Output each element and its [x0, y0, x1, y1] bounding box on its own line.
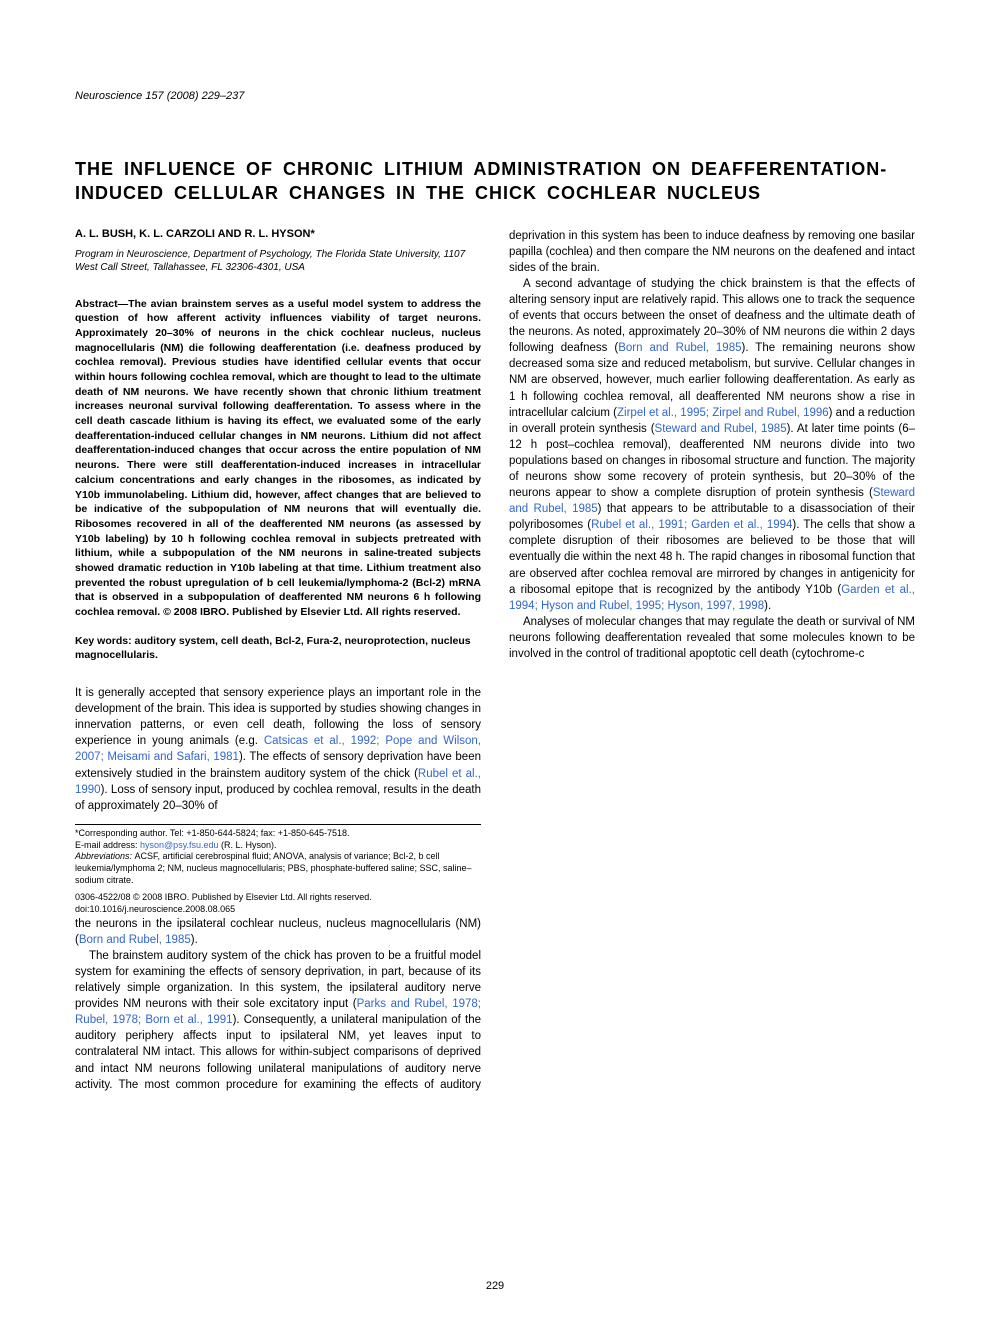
email-line: E-mail address: hyson@psy.fsu.edu (R. L.…: [75, 840, 481, 852]
corresponding-author-note: *Corresponding author. Tel: +1-850-644-5…: [75, 828, 481, 840]
copyright-block: 0306-4522/08 © 2008 IBRO. Published by E…: [75, 892, 481, 915]
affiliation: Program in Neuroscience, Department of P…: [75, 248, 481, 275]
text: Analyses of molecular changes that may r…: [509, 616, 915, 660]
keywords: Key words: auditory system, cell death, …: [75, 634, 481, 663]
abbrev-label: Abbreviations:: [75, 851, 135, 861]
abbrev-text: ACSF, artificial cerebrospinal fluid; AN…: [75, 851, 472, 884]
article-title: THE INFLUENCE OF CHRONIC LITHIUM ADMINIS…: [75, 157, 915, 206]
footnotes: *Corresponding author. Tel: +1-850-644-5…: [75, 824, 481, 886]
text: ). Loss of sensory input, produced by co…: [75, 784, 481, 812]
abstract: Abstract—The avian brainstem serves as a…: [75, 297, 481, 620]
email-tail: (R. L. Hyson).: [219, 840, 277, 850]
intro-paragraph-1a: It is generally accepted that sensory ex…: [75, 685, 481, 814]
two-column-body: A. L. BUSH, K. L. CARZOLI AND R. L. HYSO…: [75, 228, 915, 1108]
citation-link[interactable]: Born and Rubel, 1985: [618, 342, 741, 354]
abbreviations-note: Abbreviations: ACSF, artificial cerebros…: [75, 851, 481, 886]
text: ).: [764, 600, 771, 612]
intro-paragraph-4: Analyses of molecular changes that may r…: [509, 614, 915, 662]
text: ).: [191, 934, 198, 946]
intro-paragraph-1b: the neurons in the ipsilateral cochlear …: [75, 916, 481, 948]
email-label: E-mail address:: [75, 840, 140, 850]
intro-paragraph-3: A second advantage of studying the chick…: [509, 276, 915, 614]
page-number: 229: [486, 1280, 504, 1292]
copyright-line: 0306-4522/08 © 2008 IBRO. Published by E…: [75, 892, 481, 904]
journal-header: Neuroscience 157 (2008) 229–237: [75, 90, 915, 102]
citation-link[interactable]: Zirpel et al., 1995; Zirpel and Rubel, 1…: [617, 407, 829, 419]
doi-line: doi:10.1016/j.neuroscience.2008.08.065: [75, 904, 481, 916]
citation-link[interactable]: Rubel et al., 1991; Garden et al., 1994: [591, 519, 792, 531]
email-link[interactable]: hyson@psy.fsu.edu: [140, 840, 219, 850]
citation-link[interactable]: Born and Rubel, 1985: [79, 934, 191, 946]
citation-link[interactable]: Steward and Rubel, 1985: [655, 423, 787, 435]
authors: A. L. BUSH, K. L. CARZOLI AND R. L. HYSO…: [75, 228, 481, 240]
